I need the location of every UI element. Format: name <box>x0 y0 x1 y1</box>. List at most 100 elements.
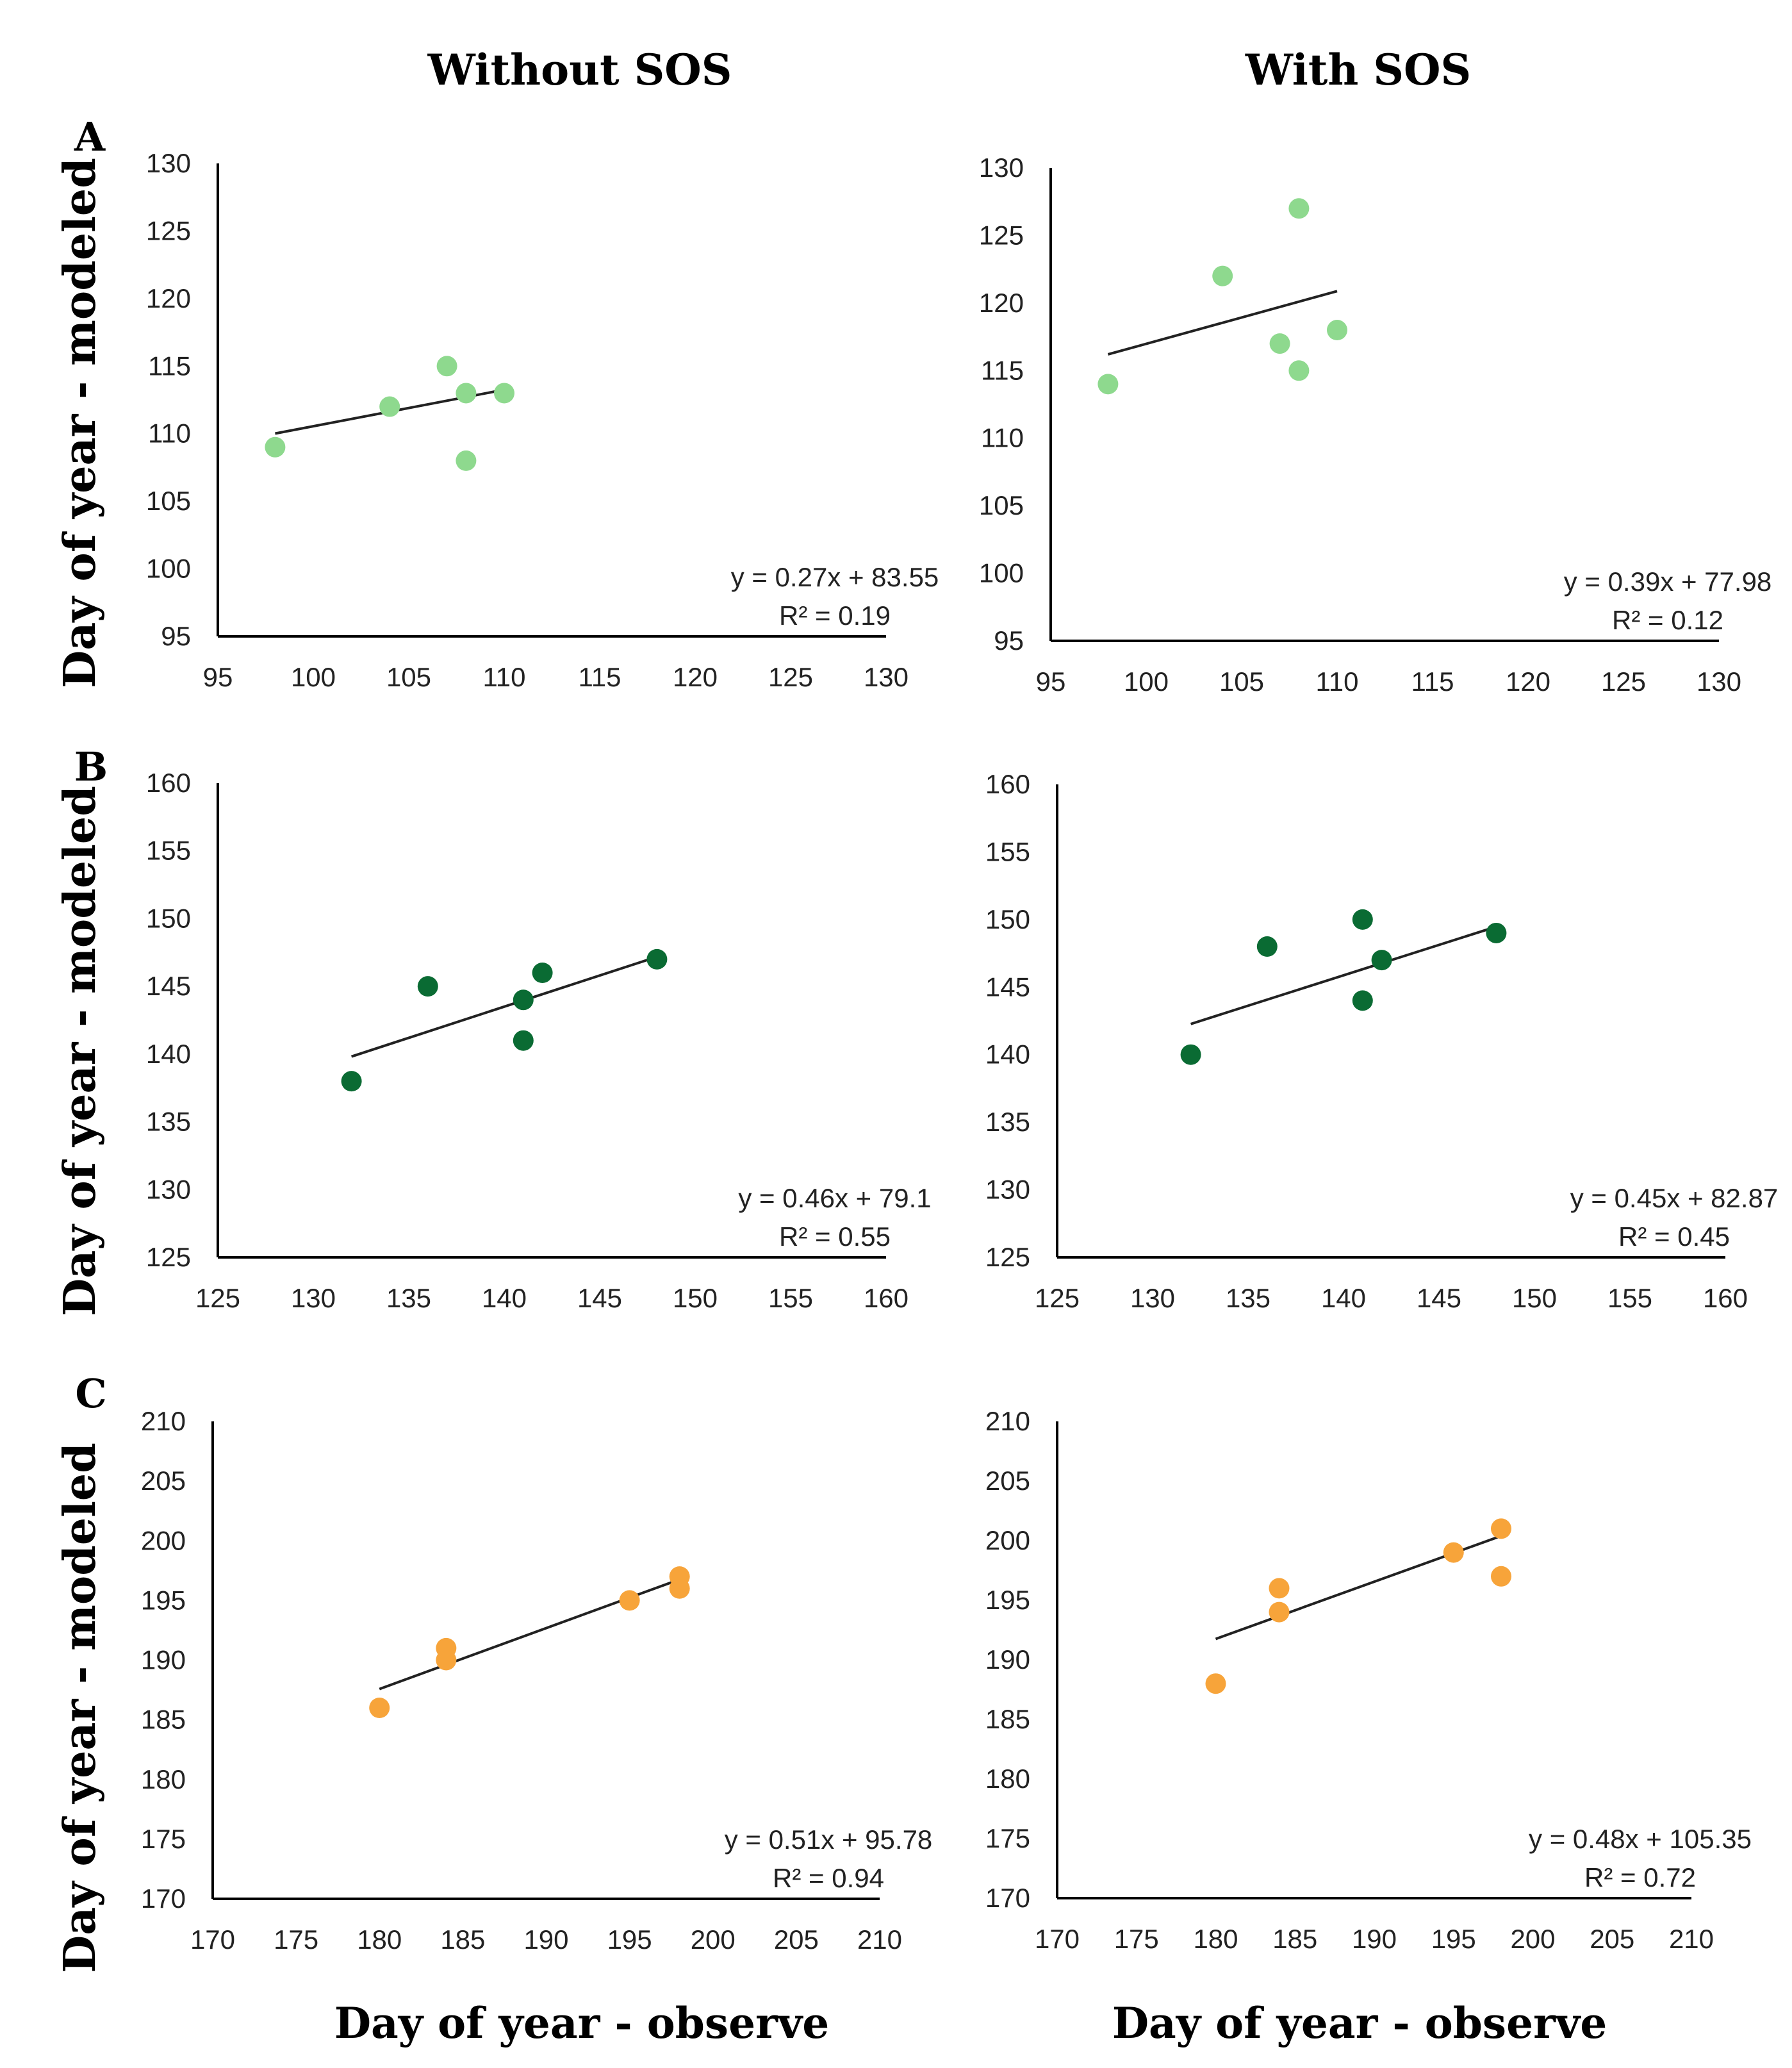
x-tick-label: 100 <box>291 662 336 692</box>
y-tick-label: 190 <box>985 1644 1030 1675</box>
y-tick-label: 140 <box>146 1039 191 1069</box>
data-point <box>1256 936 1278 957</box>
y-tick-label: 185 <box>985 1704 1030 1734</box>
data-point <box>646 948 668 970</box>
y-tick-label: 130 <box>146 1174 191 1204</box>
y-tick-label: 105 <box>979 490 1024 520</box>
data-point <box>1097 374 1119 395</box>
r-squared-label: R² = 0.94 <box>773 1863 884 1893</box>
y-tick-label: 115 <box>148 351 191 381</box>
y-tick-label: 170 <box>985 1883 1030 1913</box>
data-point <box>456 383 477 404</box>
trendline <box>1190 925 1497 1025</box>
x-tick-label: 170 <box>1035 1924 1080 1954</box>
y-tick-label: 210 <box>141 1406 186 1436</box>
y-tick-label: 210 <box>985 1406 1030 1436</box>
trendline-equation: y = 0.39x + 77.98 <box>1564 567 1772 597</box>
data-point <box>1212 265 1233 286</box>
x-tick-label: 155 <box>1607 1283 1652 1313</box>
data-point <box>1491 1518 1511 1539</box>
data-point <box>341 1071 362 1092</box>
x-tick-label: 145 <box>1417 1283 1461 1313</box>
data-point <box>1269 1578 1290 1599</box>
trendline-equation: y = 0.48x + 105.35 <box>1529 1824 1752 1854</box>
y-tick-label: 180 <box>141 1764 186 1794</box>
y-tick-label: 125 <box>146 215 191 245</box>
data-point <box>1205 1673 1226 1694</box>
x-tick-label: 130 <box>1697 666 1741 697</box>
x-tick-label: 120 <box>673 662 718 692</box>
data-point <box>513 989 534 1011</box>
y-tick-label: 110 <box>148 418 191 449</box>
y-tick-label: 150 <box>985 904 1030 934</box>
chart-a-without: 95 95 100 100 105 105 110 110 115 115 120 120 125 125… <box>146 148 939 692</box>
trendline-equation: y = 0.27x + 83.55 <box>731 562 939 592</box>
x-tick-label: 210 <box>857 1924 902 1955</box>
data-point <box>1352 990 1373 1011</box>
x-tick-label: 115 <box>579 662 621 692</box>
x-tick-label: 180 <box>357 1924 402 1955</box>
x-tick-label: 190 <box>523 1924 568 1955</box>
y-tick-label: 145 <box>985 972 1030 1002</box>
data-point <box>494 383 514 404</box>
x-tick-label: 185 <box>1272 1924 1317 1954</box>
x-tick-label: 170 <box>190 1924 235 1955</box>
x-tick-label: 140 <box>1321 1283 1366 1313</box>
column-title-left: Without SOS <box>427 45 732 95</box>
charts-container: 9595100100105105110110115115120120125125… <box>141 148 1778 1955</box>
x-tick-label: 120 <box>1506 666 1550 697</box>
y-tick-label: 200 <box>141 1525 186 1555</box>
trendline-equation: y = 0.51x + 95.78 <box>725 1824 933 1855</box>
y-tick-label: 140 <box>985 1039 1030 1070</box>
x-tick-label: 205 <box>1590 1924 1634 1954</box>
x-tick-label: 125 <box>195 1283 240 1313</box>
x-tick-label: 125 <box>1035 1283 1080 1313</box>
x-tick-label: 180 <box>1193 1924 1238 1954</box>
y-tick-label: 95 <box>994 625 1024 656</box>
y-tick-label: 195 <box>985 1585 1030 1615</box>
y-tick-label: 130 <box>146 148 191 178</box>
x-tick-label: 150 <box>1512 1283 1557 1313</box>
panel-label-b: B <box>74 743 108 790</box>
y-tick-label: 135 <box>146 1107 191 1137</box>
x-tick-label: 105 <box>1219 666 1264 697</box>
y-tick-label: 195 <box>141 1585 186 1615</box>
x-tick-label: 130 <box>1130 1283 1175 1313</box>
y-tick-label: 205 <box>141 1466 186 1496</box>
y-tick-label: 135 <box>985 1107 1030 1137</box>
x-tick-label: 190 <box>1352 1924 1397 1954</box>
x-tick-label: 195 <box>1431 1924 1476 1954</box>
r-squared-label: R² = 0.72 <box>1584 1862 1696 1892</box>
y-tick-label: 100 <box>146 554 191 584</box>
y-tick-label: 175 <box>985 1823 1030 1853</box>
y-tick-label: 150 <box>146 903 191 933</box>
x-tick-label: 95 <box>203 662 233 692</box>
data-point <box>1269 1601 1290 1623</box>
y-tick-label: 155 <box>985 836 1030 866</box>
x-tick-label: 200 <box>691 1924 736 1955</box>
x-axis-label-left: Day of year - observe <box>334 1998 829 2048</box>
r-squared-label: R² = 0.55 <box>779 1221 891 1252</box>
data-point <box>1491 1566 1511 1587</box>
data-point <box>1443 1542 1464 1563</box>
x-tick-label: 95 <box>1036 666 1066 697</box>
y-tick-label: 160 <box>146 768 191 798</box>
panel-label-a: A <box>74 113 106 160</box>
x-tick-label: 100 <box>1124 666 1169 697</box>
y-tick-label: 185 <box>141 1705 186 1735</box>
y-tick-label: 155 <box>146 836 191 866</box>
data-point <box>436 1650 457 1671</box>
trendline <box>350 955 658 1058</box>
x-tick-label: 125 <box>1601 666 1646 697</box>
y-tick-label: 180 <box>985 1764 1030 1794</box>
x-tick-label: 210 <box>1669 1924 1714 1954</box>
data-point <box>1371 950 1392 971</box>
y-tick-label: 100 <box>979 558 1024 588</box>
x-tick-label: 140 <box>482 1283 527 1313</box>
x-tick-label: 195 <box>607 1924 652 1955</box>
y-tick-label: 120 <box>146 283 191 313</box>
y-tick-label: 95 <box>161 621 191 651</box>
data-point <box>417 976 438 997</box>
